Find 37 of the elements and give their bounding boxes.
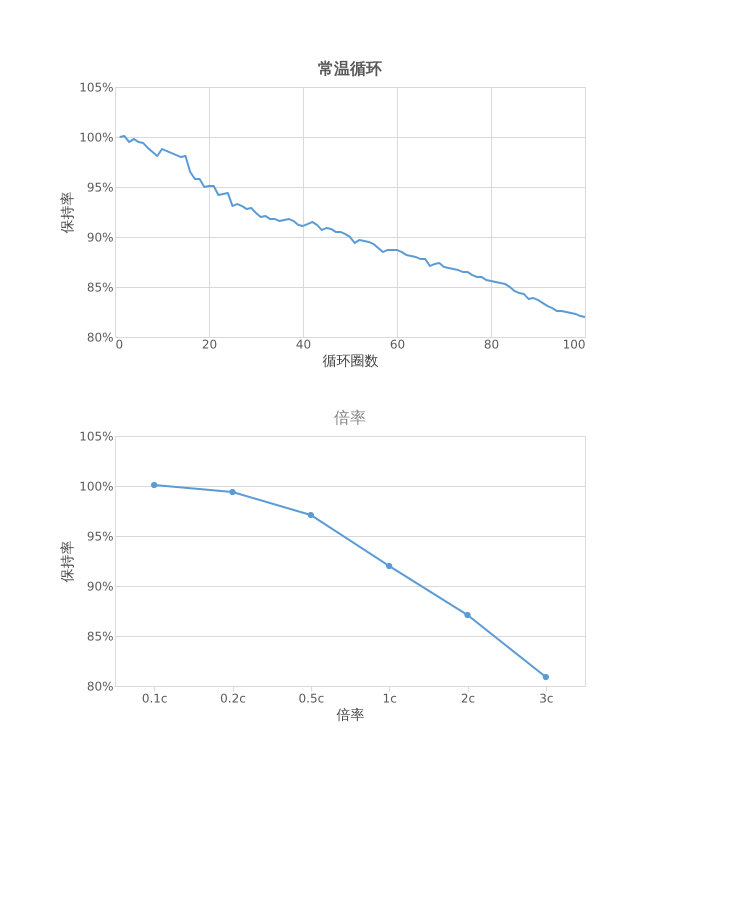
x-tick-label: 1c	[382, 692, 397, 706]
x-tick-label: 100	[562, 338, 586, 352]
x-tick-label: 0.5c	[298, 692, 324, 706]
x-tick-label: 80	[484, 338, 500, 352]
y-tick-label: 85%	[86, 280, 114, 294]
x-axis-title: 循环圈数	[322, 354, 378, 370]
x-axis-title: 倍率	[336, 708, 364, 724]
line-series	[118, 135, 586, 318]
y-tick-label: 95%	[86, 530, 114, 544]
y-tick-label: 90%	[86, 580, 114, 594]
point	[386, 562, 392, 570]
y-tick-label: 80%	[86, 680, 114, 694]
chart-title: 常温循环	[318, 59, 382, 78]
x-tick-label: 3c	[539, 692, 554, 706]
point	[542, 674, 549, 680]
point	[229, 488, 236, 496]
x-tick-label: 60	[390, 338, 406, 352]
y-tick-label: 90%	[86, 230, 114, 244]
point	[464, 612, 471, 618]
y-tick-label: 105%	[79, 430, 114, 444]
y-tick-label: 95%	[86, 180, 114, 194]
y-tick-label: 80%	[86, 330, 114, 344]
y-axis-title: 保持率	[60, 192, 76, 234]
y-axis-title: 保持率	[60, 540, 76, 582]
y-tick-label: 85%	[86, 630, 114, 644]
y-tick-label: 100%	[79, 130, 114, 144]
chart-title: 倍率	[334, 408, 366, 427]
x-tick-label: 0	[116, 338, 124, 352]
y-tick-label: 100%	[79, 480, 114, 494]
x-tick-label: 40	[296, 338, 312, 352]
x-tick-label: 0.2c	[220, 692, 246, 706]
point	[151, 482, 158, 488]
x-tick-label: 0.1c	[142, 692, 168, 706]
x-tick-label: 20	[202, 338, 218, 352]
y-tick-label: 105%	[79, 80, 114, 94]
point	[308, 512, 314, 518]
x-tick-label: 2c	[460, 692, 476, 706]
